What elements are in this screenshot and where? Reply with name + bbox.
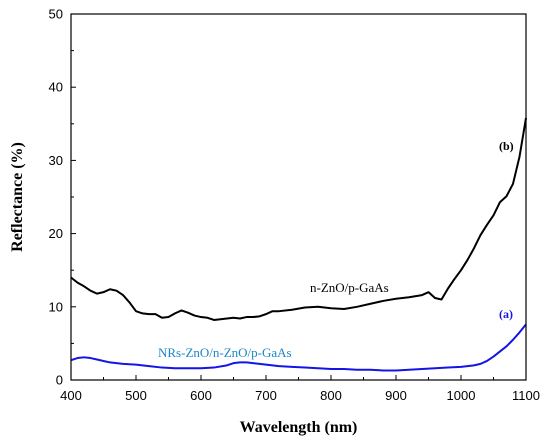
y-tick-label: 10 bbox=[49, 299, 63, 314]
x-tick-label: 1100 bbox=[512, 388, 540, 403]
plot-frame bbox=[70, 13, 527, 381]
series-lines bbox=[70, 117, 527, 372]
series-line-1 bbox=[70, 323, 527, 372]
x-tick-label: 500 bbox=[125, 388, 147, 403]
y-tick-label: 40 bbox=[49, 80, 63, 95]
annotation-a: (a) bbox=[499, 307, 513, 321]
y-tick-label: 30 bbox=[49, 153, 63, 168]
x-tick-label: 600 bbox=[190, 388, 212, 403]
annotation-b: (b) bbox=[499, 139, 514, 153]
x-tick-label: 800 bbox=[320, 388, 342, 403]
x-tick-label: 400 bbox=[60, 388, 82, 403]
y-tick-label: 50 bbox=[49, 7, 63, 22]
x-tick-label: 700 bbox=[255, 388, 277, 403]
y-axis-ticks: 0 10 20 30 40 50 bbox=[49, 7, 76, 388]
annotation-nrs-zno-n-zno-p-gaas: NRs-ZnO/n-ZnO/p-GaAs bbox=[158, 345, 292, 360]
series-line-0 bbox=[70, 117, 527, 321]
x-tick-label: 1000 bbox=[447, 388, 476, 403]
x-tick-label: 900 bbox=[385, 388, 407, 403]
y-tick-label: 0 bbox=[56, 373, 63, 388]
x-axis-title: Wavelength (nm) bbox=[240, 419, 358, 436]
y-tick-label: 20 bbox=[49, 226, 63, 241]
x-axis-ticks: 400 500 600 700 800 900 1000 1100 bbox=[60, 375, 540, 403]
annotation-n-zno-p-gaas: n-ZnO/p-GaAs bbox=[310, 280, 389, 295]
y-axis-title: Reflectance (%) bbox=[9, 142, 26, 252]
